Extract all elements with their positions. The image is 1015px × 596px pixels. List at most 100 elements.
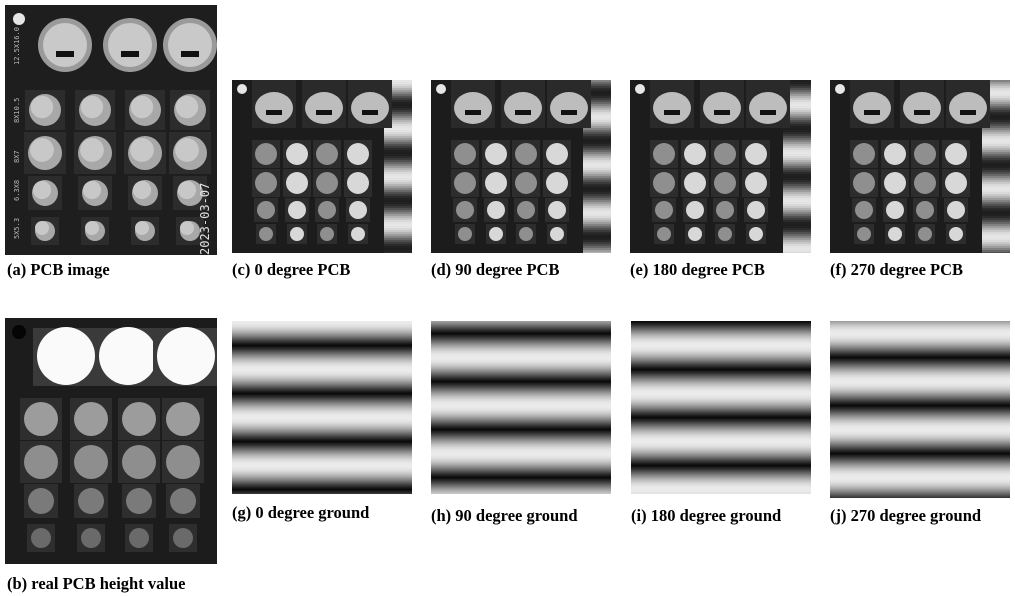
capacitor	[949, 227, 963, 241]
capacitor	[747, 201, 765, 219]
height-disc	[122, 445, 156, 479]
caption-e: (e) 180 degree PCB	[630, 260, 765, 279]
capacitor	[914, 172, 936, 194]
capacitor	[320, 227, 334, 241]
capacitor	[349, 201, 367, 219]
capacitor	[546, 143, 568, 165]
ground-270-fringe	[830, 321, 1010, 498]
pcb-image-panel: 2023-03-07 12.5X16.0 8X10.5 8X7 6.3X8 5X…	[5, 5, 217, 255]
pcb-270-panel	[830, 80, 1010, 253]
ground-180-panel	[631, 321, 811, 494]
capacitor	[903, 92, 941, 124]
pcb-90-panel	[431, 80, 611, 253]
height-disc	[129, 528, 149, 548]
capacitor	[853, 143, 875, 165]
capacitor	[947, 201, 965, 219]
capacitor	[485, 143, 507, 165]
height-disc	[166, 445, 200, 479]
height-disc	[37, 327, 95, 385]
height-disc	[28, 488, 54, 514]
ground-0-panel	[232, 321, 412, 494]
capacitor	[855, 201, 873, 219]
capacitor	[745, 172, 767, 194]
capacitor	[255, 92, 293, 124]
height-map-panel	[5, 318, 217, 564]
capacitor	[884, 172, 906, 194]
capacitor	[257, 201, 275, 219]
height-disc	[78, 488, 104, 514]
capacitor	[945, 172, 967, 194]
capacitor	[653, 143, 675, 165]
height-disc	[31, 528, 51, 548]
capacitor	[745, 143, 767, 165]
capacitor	[548, 201, 566, 219]
height-disc	[74, 402, 108, 436]
capacitor	[316, 172, 338, 194]
capacitor	[653, 172, 675, 194]
height-disc	[170, 488, 196, 514]
pcb-180-image	[630, 80, 811, 253]
capacitor	[519, 227, 533, 241]
height-disc	[24, 402, 58, 436]
height-disc	[122, 402, 156, 436]
capacitor	[485, 172, 507, 194]
capacitor	[351, 92, 389, 124]
capacitor	[456, 201, 474, 219]
capacitor	[684, 143, 706, 165]
capacitor	[853, 92, 891, 124]
pcb-size-label: 6.3X8	[13, 180, 21, 201]
caption-a: (a) PCB image	[7, 260, 110, 279]
capacitor	[454, 92, 492, 124]
capacitor	[286, 143, 308, 165]
capacitor	[653, 92, 691, 124]
capacitor	[290, 227, 304, 241]
capacitor	[316, 143, 338, 165]
capacitor	[749, 227, 763, 241]
capacitor	[255, 172, 277, 194]
capacitor	[714, 143, 736, 165]
caption-h: (h) 90 degree ground	[431, 506, 578, 525]
height-disc	[126, 488, 152, 514]
capacitor	[918, 227, 932, 241]
pcb-image: 2023-03-07 12.5X16.0 8X10.5 8X7 6.3X8 5X…	[5, 5, 217, 255]
height-disc	[81, 528, 101, 548]
height-map	[5, 318, 217, 564]
capacitor	[716, 201, 734, 219]
pcb-size-label: 8X7	[13, 150, 21, 163]
pcb-0-image	[232, 80, 412, 253]
capacitor	[487, 201, 505, 219]
capacitor	[749, 92, 787, 124]
pcb-270-image	[830, 80, 1010, 253]
capacitor	[945, 143, 967, 165]
pcb-size-label: 8X10.5	[13, 98, 21, 123]
capacitor	[351, 227, 365, 241]
capacitor	[655, 201, 673, 219]
height-disc	[157, 327, 215, 385]
height-disc	[99, 327, 157, 385]
capacitor	[857, 227, 871, 241]
capacitor	[914, 143, 936, 165]
pcb-size-label: 5X5.3	[13, 218, 21, 239]
capacitor	[550, 92, 588, 124]
ground-90-panel	[431, 321, 611, 494]
capacitor	[949, 92, 987, 124]
ground-0-fringe	[232, 321, 412, 494]
pcb-90-image	[431, 80, 611, 253]
capacitor	[718, 227, 732, 241]
caption-j: (j) 270 degree ground	[830, 506, 982, 525]
pcb-180-panel	[630, 80, 811, 253]
height-disc	[173, 528, 193, 548]
capacitor	[286, 172, 308, 194]
capacitor	[515, 143, 537, 165]
capacitor	[714, 172, 736, 194]
capacitor	[886, 201, 904, 219]
pcb-size-label: 12.5X16.0	[13, 27, 21, 65]
capacitor	[703, 92, 741, 124]
capacitor	[454, 172, 476, 194]
capacitor	[884, 143, 906, 165]
capacitor	[888, 227, 902, 241]
capacitor	[550, 227, 564, 241]
capacitor	[657, 227, 671, 241]
height-disc	[74, 445, 108, 479]
capacitor	[515, 172, 537, 194]
